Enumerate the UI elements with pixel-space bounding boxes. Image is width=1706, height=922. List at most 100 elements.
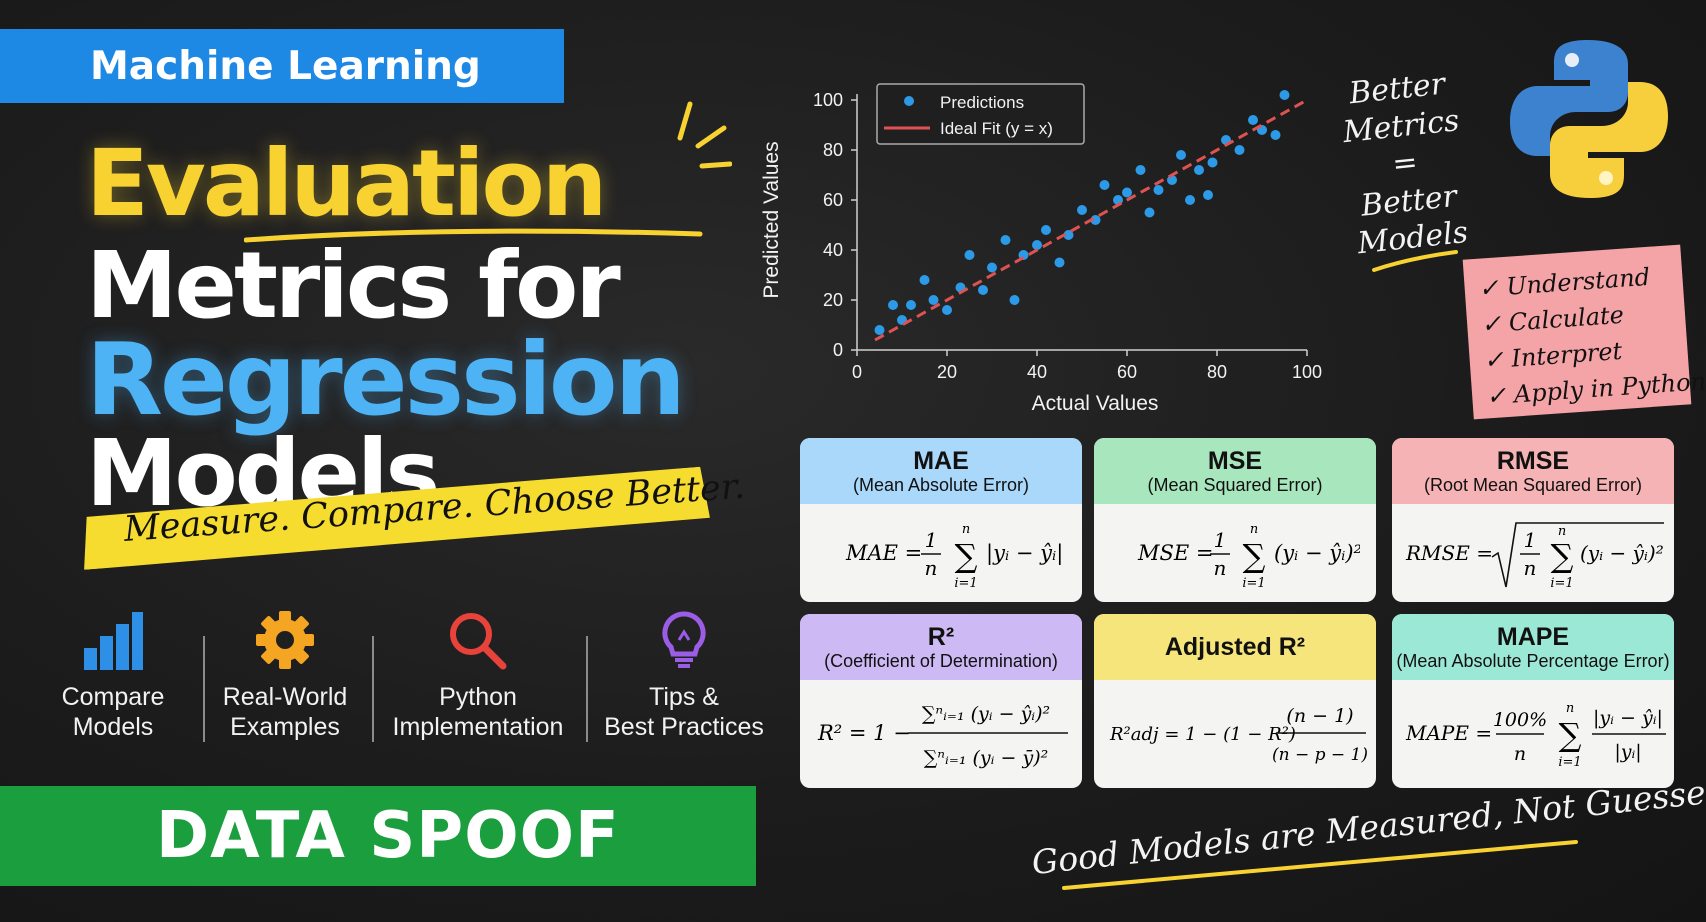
feature-label-4: Tips & bbox=[649, 683, 719, 711]
chart-ylabel: Predicted Values bbox=[760, 141, 783, 298]
card-subtitle: (Mean Squared Error) bbox=[1147, 475, 1323, 495]
formula-body: (yᵢ − ŷᵢ)² bbox=[1274, 541, 1360, 565]
side-note-underline bbox=[1372, 250, 1458, 272]
title-line-2: Metrics for bbox=[86, 232, 621, 339]
prediction-point bbox=[919, 275, 930, 285]
formula-lhs: R² = 1 − bbox=[817, 721, 911, 745]
prediction-point bbox=[1279, 90, 1290, 100]
card-title: MAE bbox=[913, 447, 969, 475]
sparkle-accent bbox=[677, 101, 732, 169]
card-mae: MAE (Mean Absolute Error) MAE = 1 n n ∑ … bbox=[800, 438, 1082, 602]
prediction-point bbox=[1135, 165, 1146, 175]
card-adjusted-r2: Adjusted R² R²adj = 1 − (1 − R²) (n − 1)… bbox=[1094, 614, 1376, 788]
gear-icon bbox=[256, 611, 314, 669]
formula-den: (n − p − 1) bbox=[1272, 745, 1368, 765]
formula-num: 1 bbox=[925, 528, 938, 552]
prediction-point bbox=[987, 262, 997, 273]
prediction-point bbox=[1153, 185, 1164, 195]
y-tick-label: 100 bbox=[813, 90, 843, 110]
formula-num: ∑ⁿᵢ₌₁ (yᵢ − ŷᵢ)² bbox=[922, 703, 1050, 725]
formula-den: n bbox=[1513, 743, 1525, 765]
formula-body: |yᵢ − ŷᵢ| bbox=[986, 541, 1063, 566]
chart-legend: Predictions Ideal Fit (y = x) bbox=[876, 83, 1085, 145]
legend-predictions: Predictions bbox=[940, 93, 1024, 112]
card-header: MSE (Mean Squared Error) bbox=[1094, 438, 1376, 504]
card-subtitle: (Coefficient of Determination) bbox=[824, 651, 1058, 671]
formula-lhs: R²adj = 1 − (1 − R²) bbox=[1109, 724, 1296, 745]
sum-upper: n bbox=[1565, 701, 1573, 716]
formula-graphic: R²adj = 1 − (1 − R²) (n − 1) (n − p − 1) bbox=[1109, 705, 1368, 765]
legend-fit: Ideal Fit (y = x) bbox=[940, 119, 1053, 138]
feature-label-1b: Models bbox=[72, 713, 154, 741]
formula-mae: MAE = 1 n n ∑ i=1 |yᵢ − ŷᵢ| bbox=[800, 504, 1082, 602]
prediction-point bbox=[1090, 215, 1101, 225]
card-title: MAPE bbox=[1496, 623, 1570, 651]
formula-r2: R² = 1 − ∑ⁿᵢ₌₁ (yᵢ − ŷᵢ)² ∑ⁿᵢ₌₁ (yᵢ − ȳ)… bbox=[800, 680, 1082, 788]
side-note: Better Metrics = Better Models bbox=[1336, 64, 1475, 263]
formula-rmse: RMSE = 1 n n ∑ i=1 (yᵢ − ŷᵢ)² bbox=[1392, 504, 1674, 602]
category-badge: Machine Learning bbox=[0, 29, 564, 103]
prediction-point bbox=[1248, 115, 1258, 125]
chart-xlabel: Actual Values bbox=[1032, 392, 1159, 415]
feature-python-implementation: Python Implementation bbox=[388, 610, 568, 742]
title-line-3: Regression bbox=[86, 321, 686, 438]
formula-num: 1 bbox=[1524, 528, 1537, 552]
feature-label-2b: Examples bbox=[230, 713, 340, 741]
y-tick-label: 60 bbox=[823, 190, 843, 210]
prediction-point bbox=[1009, 295, 1020, 305]
brand-bar: DATA SPOOF bbox=[0, 786, 756, 886]
card-subtitle: (Mean Absolute Percentage Error) bbox=[1396, 651, 1670, 671]
formula-den: n bbox=[925, 556, 938, 580]
prediction-point bbox=[888, 300, 898, 310]
card-r2: R² (Coefficient of Determination) R² = 1… bbox=[800, 614, 1082, 788]
sum-lower: i=1 bbox=[1242, 576, 1265, 591]
formula-graphic: RMSE = 1 n n ∑ i=1 (yᵢ − ŷᵢ)² bbox=[1405, 522, 1664, 591]
formula-adjusted-r2: R²adj = 1 − (1 − R²) (n − 1) (n − p − 1) bbox=[1094, 680, 1376, 788]
card-mape: MAPE (Mean Absolute Percentage Error) MA… bbox=[1392, 614, 1674, 788]
checklist-note: ✓ Understand ✓ Calculate ✓ Interpret ✓ A… bbox=[1462, 244, 1706, 420]
title-underline bbox=[244, 228, 703, 243]
card-title: R² bbox=[927, 623, 955, 651]
feature-real-world-examples: Real-World Examples bbox=[195, 610, 375, 742]
y-tick-label: 40 bbox=[823, 240, 843, 260]
chart-axes: 0 20 40 60 80 100 0 20 40 60 80 100 bbox=[813, 90, 1322, 382]
prediction-point bbox=[1099, 180, 1110, 190]
sum-lower: i=1 bbox=[954, 576, 977, 591]
formula-num: 1 bbox=[1214, 528, 1227, 552]
prediction-point bbox=[1270, 130, 1281, 140]
feature-compare-models: Compare Models bbox=[23, 610, 203, 742]
formula-den: ∑ⁿᵢ₌₁ (yᵢ − ȳ)² bbox=[924, 747, 1049, 769]
formula-den: n bbox=[1524, 556, 1537, 580]
formula-num-2: |yᵢ − ŷᵢ| bbox=[1593, 707, 1663, 729]
legend-marker-predictions bbox=[904, 96, 914, 106]
category-badge-label: Machine Learning bbox=[90, 43, 481, 89]
bar-chart-icon bbox=[84, 612, 143, 670]
formula-den-2: |yᵢ| bbox=[1614, 741, 1641, 763]
formula-lhs: RMSE = bbox=[1405, 541, 1493, 565]
footer-underline bbox=[1062, 840, 1578, 890]
feature-label-4b: Best Practices bbox=[604, 713, 764, 741]
formula-lhs: MAPE = bbox=[1405, 721, 1492, 745]
scatter-chart: 0 20 40 60 80 100 0 20 40 60 80 100 Actual Values P… bbox=[760, 83, 1322, 415]
feature-label-1: Compare bbox=[61, 683, 165, 711]
sum-upper: n bbox=[1558, 524, 1566, 539]
formula-lhs: MAE = bbox=[845, 541, 922, 565]
prediction-point bbox=[874, 325, 885, 335]
card-title: Adjusted R² bbox=[1164, 633, 1306, 661]
feature-tips-best-practices: Tips & Best Practices bbox=[594, 610, 774, 742]
magnifier-icon bbox=[450, 613, 507, 670]
prediction-point bbox=[964, 250, 975, 260]
sum-lower: i=1 bbox=[1550, 576, 1573, 591]
chart-fit-line bbox=[874, 98, 1308, 342]
card-header: R² (Coefficient of Determination) bbox=[800, 614, 1082, 680]
formula-num: 100% bbox=[1492, 709, 1546, 731]
card-header: RMSE (Root Mean Squared Error) bbox=[1392, 438, 1674, 504]
formula-num: (n − 1) bbox=[1286, 705, 1353, 727]
sum-lower: i=1 bbox=[1558, 755, 1581, 770]
y-tick-label: 20 bbox=[823, 290, 843, 310]
prediction-point bbox=[1234, 145, 1245, 155]
prediction-point bbox=[1063, 230, 1074, 240]
prediction-point bbox=[1041, 225, 1051, 235]
prediction-point bbox=[928, 295, 939, 305]
x-tick-label: 80 bbox=[1207, 362, 1227, 382]
